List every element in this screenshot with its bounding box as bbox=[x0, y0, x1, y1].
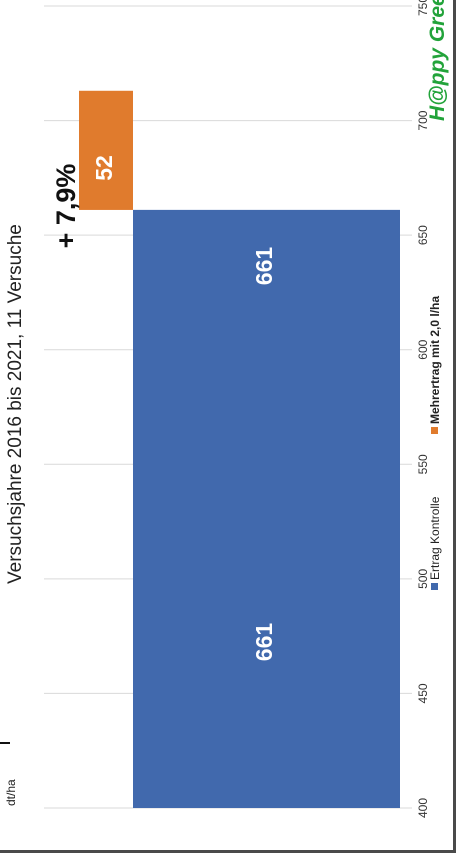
y-axis-ticks: 400 450 500 550 600 650 700 750 bbox=[416, 0, 430, 818]
title-rule bbox=[0, 742, 10, 744]
y-tick-label: 700 bbox=[416, 110, 430, 130]
brand-logo: H@ppy Green bbox=[426, 0, 449, 121]
y-tick-label: 450 bbox=[416, 683, 430, 703]
legend: Ertrag Kontrolle Mehrertrag mit 2,0 l/ha bbox=[428, 296, 442, 590]
legend-label: Ertrag Kontrolle bbox=[428, 496, 442, 580]
legend-swatch bbox=[431, 427, 438, 434]
y-axis-label: dt/ha bbox=[4, 779, 18, 806]
bar-ertrag-kontrolle bbox=[133, 209, 400, 808]
data-label: 52 bbox=[91, 155, 117, 181]
brand-part-1: H@ bbox=[426, 85, 449, 121]
y-tick-label: 400 bbox=[416, 798, 430, 818]
legend-swatch bbox=[431, 583, 438, 590]
y-tick-label: 600 bbox=[416, 339, 430, 359]
legend-label: Mehrertrag mit 2,0 l/ha bbox=[428, 296, 442, 424]
bars: 661 661 52 bbox=[79, 90, 400, 808]
chart-title: Versuchsjahre 2016 bis 2021, 11 Versuche bbox=[5, 224, 26, 584]
percent-increase-annotation: + 7,9% bbox=[51, 164, 81, 249]
data-label: 661 bbox=[251, 247, 277, 286]
y-tick-label: 500 bbox=[416, 569, 430, 589]
y-tick-label: 550 bbox=[416, 454, 430, 474]
y-tick-label: 650 bbox=[416, 225, 430, 245]
data-label: 661 bbox=[251, 623, 277, 662]
y-tick-label: 750 bbox=[416, 0, 430, 16]
brand-part-2: ppy Green bbox=[426, 0, 449, 86]
bar-mehrertrag bbox=[79, 90, 133, 210]
